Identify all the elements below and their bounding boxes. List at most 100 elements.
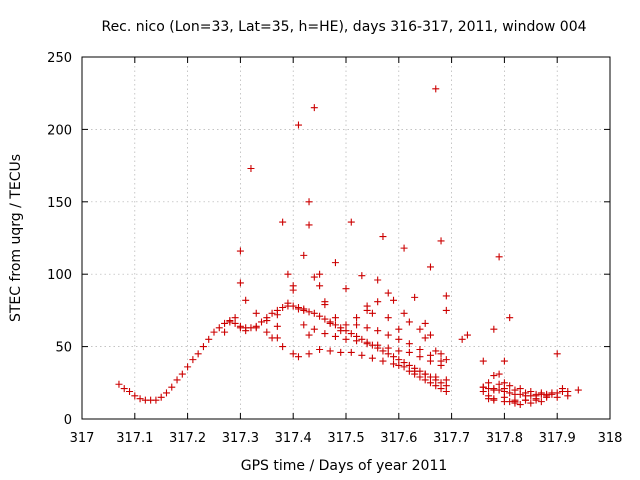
- data-point: [458, 335, 466, 343]
- data-point: [184, 363, 192, 371]
- data-point: [416, 373, 424, 381]
- data-point: [136, 395, 144, 403]
- data-point: [358, 335, 366, 343]
- data-point: [432, 373, 440, 381]
- data-point: [294, 353, 302, 361]
- data-point: [485, 379, 493, 387]
- x-tick-label: 317.4: [275, 431, 312, 446]
- data-point: [395, 325, 403, 333]
- data-point: [553, 393, 561, 401]
- data-point: [537, 389, 545, 397]
- y-tick-label: 50: [55, 341, 72, 356]
- data-point: [363, 306, 371, 314]
- data-point: [268, 334, 276, 342]
- data-point: [511, 386, 519, 394]
- data-point: [553, 350, 561, 358]
- data-point: [411, 293, 419, 301]
- data-point: [442, 356, 450, 364]
- data-point: [506, 398, 514, 406]
- data-point: [321, 298, 329, 306]
- data-point: [516, 385, 524, 393]
- data-point: [316, 312, 324, 320]
- data-point: [384, 331, 392, 339]
- data-point: [347, 218, 355, 226]
- data-point: [231, 314, 239, 322]
- data-point: [500, 357, 508, 365]
- y-axis-label: STEC from uqrg / TECUs: [8, 154, 24, 322]
- data-point: [522, 396, 530, 404]
- data-point: [358, 351, 366, 359]
- data-point: [300, 306, 308, 314]
- data-point: [426, 351, 434, 359]
- data-point: [194, 350, 202, 358]
- data-point: [442, 387, 450, 395]
- x-tick-label: 317.8: [486, 431, 523, 446]
- x-tick-label: 318: [598, 431, 623, 446]
- data-point: [390, 296, 398, 304]
- data-point: [374, 298, 382, 306]
- data-point: [236, 324, 244, 332]
- data-point: [162, 389, 170, 397]
- data-point: [495, 370, 503, 378]
- data-point: [390, 360, 398, 368]
- data-point: [331, 314, 339, 322]
- data-point: [342, 335, 350, 343]
- data-point: [242, 296, 250, 304]
- data-point: [511, 399, 519, 407]
- data-point: [379, 233, 387, 241]
- data-point: [353, 337, 361, 345]
- data-point: [437, 350, 445, 358]
- data-point: [342, 285, 350, 293]
- data-point: [284, 299, 292, 307]
- data-point: [416, 353, 424, 361]
- data-point: [516, 401, 524, 409]
- data-point: [395, 361, 403, 369]
- y-axis-ticks: 0 50 100 150 200 250: [47, 51, 610, 428]
- data-point: [405, 348, 413, 356]
- data-point: [279, 304, 287, 312]
- data-point: [368, 354, 376, 362]
- data-point: [268, 309, 276, 317]
- data-point: [305, 350, 313, 358]
- data-point: [273, 322, 281, 330]
- data-point: [289, 302, 297, 310]
- data-point: [316, 270, 324, 278]
- data-point: [199, 343, 207, 351]
- data-point: [294, 121, 302, 129]
- chart-title: Rec. nico (Lon=33, Lat=35, h=HE), days 3…: [101, 19, 586, 35]
- data-point: [400, 244, 408, 252]
- data-point: [242, 327, 250, 335]
- data-point: [426, 379, 434, 387]
- data-point: [442, 376, 450, 384]
- data-point: [263, 317, 271, 325]
- data-point: [310, 273, 318, 281]
- data-point: [353, 321, 361, 329]
- data-point: [263, 328, 271, 336]
- data-point: [210, 328, 218, 336]
- data-point: [326, 319, 334, 327]
- data-point: [506, 314, 514, 322]
- data-point: [363, 324, 371, 332]
- data-point: [463, 331, 471, 339]
- data-point: [331, 259, 339, 267]
- data-point: [236, 279, 244, 287]
- data-point: [189, 356, 197, 364]
- data-point: [500, 393, 508, 401]
- x-tick-label: 317.5: [327, 431, 364, 446]
- data-point: [205, 335, 213, 343]
- data-point: [120, 385, 128, 393]
- data-point: [157, 393, 165, 401]
- data-point: [236, 247, 244, 255]
- data-point: [168, 383, 176, 391]
- data-point: [432, 85, 440, 93]
- data-point: [337, 327, 345, 335]
- data-point: [405, 367, 413, 375]
- x-axis-ticks: 317 317.1 317.2 317.3 317.4 317.5 317.6 317.7 31…: [70, 57, 623, 446]
- data-point: [173, 376, 181, 384]
- y-tick-label: 200: [47, 123, 72, 138]
- data-point: [390, 353, 398, 361]
- data-point: [126, 387, 134, 395]
- data-point: [226, 317, 234, 325]
- data-point: [485, 392, 493, 400]
